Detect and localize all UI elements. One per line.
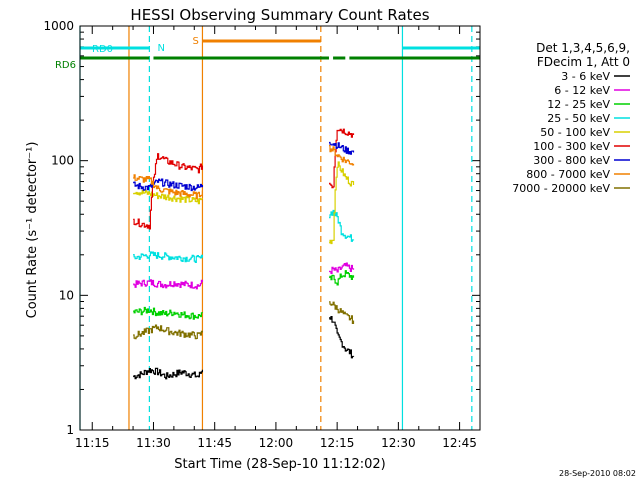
series-line-1 — [329, 262, 355, 274]
series-line-5 — [329, 128, 355, 189]
legend-label: 7000 - 20000 keV — [512, 182, 610, 195]
plot-frame — [79, 25, 481, 431]
series-line-3 — [133, 251, 203, 263]
legend-label: 25 - 50 keV — [547, 112, 610, 125]
legend-label: 300 - 800 keV — [533, 154, 610, 167]
y-tick-label: 10 — [59, 288, 74, 302]
x-tick-label: 12:00 — [259, 436, 294, 450]
y-tick-label: 1000 — [43, 19, 74, 33]
legend-label: 800 - 7000 keV — [526, 168, 610, 181]
chart-title: HESSI Observing Summary Count Rates — [130, 6, 429, 24]
series-line-3 — [329, 209, 355, 242]
legend-label: 50 - 100 keV — [540, 126, 610, 139]
legend-label: 3 - 6 keV — [561, 70, 610, 83]
series-line-8 — [329, 301, 355, 324]
y-tick-label: 1 — [66, 423, 74, 437]
series-line-4 — [329, 161, 355, 245]
series-line-8 — [133, 324, 203, 340]
flag-rd6-label: RD6 — [55, 60, 76, 71]
footer-timestamp: 28-Sep-2010 08:02 — [559, 469, 636, 478]
series-line-4 — [133, 189, 203, 205]
flag-n-label: N — [157, 43, 164, 54]
x-tick-label: 11:30 — [136, 436, 171, 450]
legend-header-line-1: Det 1,3,4,5,6,9, — [536, 41, 630, 55]
series-line-7 — [329, 145, 355, 166]
legend-label: 100 - 300 keV — [533, 140, 610, 153]
series-line-1 — [133, 279, 203, 290]
series-line-7 — [133, 174, 203, 200]
series-line-0 — [133, 367, 203, 380]
series-line-2 — [329, 270, 355, 286]
flag-s-label: S — [192, 36, 198, 47]
series-line-5 — [133, 153, 203, 230]
series-line-6 — [133, 178, 203, 192]
x-tick-label: 11:45 — [197, 436, 232, 450]
flag-rd0-label: RD0 — [92, 44, 113, 55]
series-line-0 — [329, 316, 355, 359]
legend-label: 12 - 25 keV — [547, 98, 610, 111]
series-line-6 — [329, 141, 355, 155]
x-tick-label: 12:15 — [320, 436, 355, 450]
x-tick-label: 12:30 — [381, 436, 416, 450]
legend-header-line-2: FDecim 1, Att 0 — [537, 55, 630, 69]
x-tick-label: 11:15 — [75, 436, 110, 450]
y-tick-label: 100 — [51, 154, 74, 168]
legend-label: 6 - 12 keV — [554, 84, 610, 97]
y-axis-label: Count Rate (s⁻¹ detector⁻¹) — [25, 142, 40, 319]
x-axis-label: Start Time (28-Sep-10 11:12:02) — [174, 457, 385, 472]
x-tick-label: 12:45 — [442, 436, 477, 450]
series-line-2 — [133, 306, 203, 320]
